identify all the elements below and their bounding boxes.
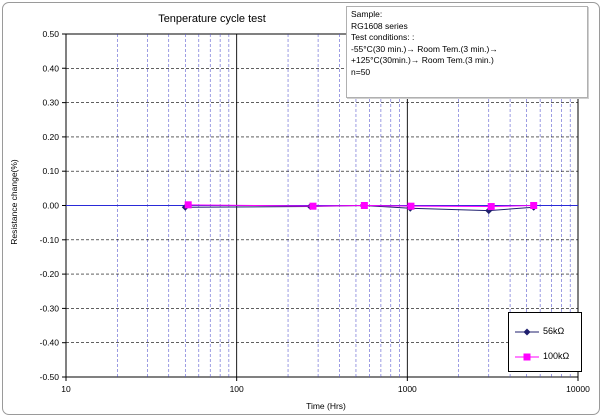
series-layer [181,201,538,215]
y-tick-label: 0.10 [42,166,59,176]
x-tick-label: 1000 [398,384,417,394]
x-tick-label: 100 [230,384,244,394]
axis-layer: 0.50 0.40 0.30 0.20 0.10 0.00 -0.10 -0.20 -0.30 -… [40,29,590,394]
data-point-1 [530,202,538,209]
chart-title: Tenperature cycle test [158,13,266,25]
x-tick-label: 10 [61,384,71,394]
series-line-1 [188,204,534,208]
y-tick-label: -0.30 [40,303,60,313]
legend-entry-56k: 56kΩ [509,325,581,339]
legend-entry-100k: 100kΩ [509,350,581,364]
annotation-line: +125°C(30min.)→ Room Tem.(3 min.) [351,55,494,65]
y-tick-label: 0.40 [42,63,59,73]
y-tick-label: -0.10 [40,235,60,245]
annotation-line: n=50 [351,66,371,77]
annotation-line: -55°C(30 min.)→ Room Tem.(3 min.)→ [351,43,498,54]
annotation-line: Sample: [351,9,383,19]
legend-swatch-100k [515,353,539,361]
legend-swatch-56k [515,328,539,336]
annotation-line: Test conditions: : [351,32,415,42]
data-point-1 [184,201,192,209]
annotation-line: RG1608 series [351,20,408,31]
y-tick-label: -0.50 [40,372,60,382]
legend-label-100k: 100kΩ [543,351,570,361]
y-axis-label: Resistance change(%) [9,159,19,245]
y-tick-label: 0.50 [42,29,59,39]
data-point-1 [360,202,368,209]
legend: 56kΩ 100kΩ [508,312,582,372]
x-tick-label: 10000 [566,384,590,394]
y-tick-label: 0.30 [42,98,59,108]
annotation-box: Sample: RG1608 series Test conditions: :… [346,6,588,98]
y-tick-label: 0.20 [42,132,59,142]
x-axis-label: Time (Hrs) [306,401,346,411]
data-point-1 [407,202,415,210]
data-point-1 [487,203,495,211]
data-point-1 [309,202,317,210]
y-tick-label: -0.20 [40,269,60,279]
legend-label-56k: 56kΩ [543,326,565,336]
y-tick-label: 0.00 [42,201,59,211]
y-tick-label: -0.40 [40,338,60,348]
series-line-0 [185,204,534,212]
